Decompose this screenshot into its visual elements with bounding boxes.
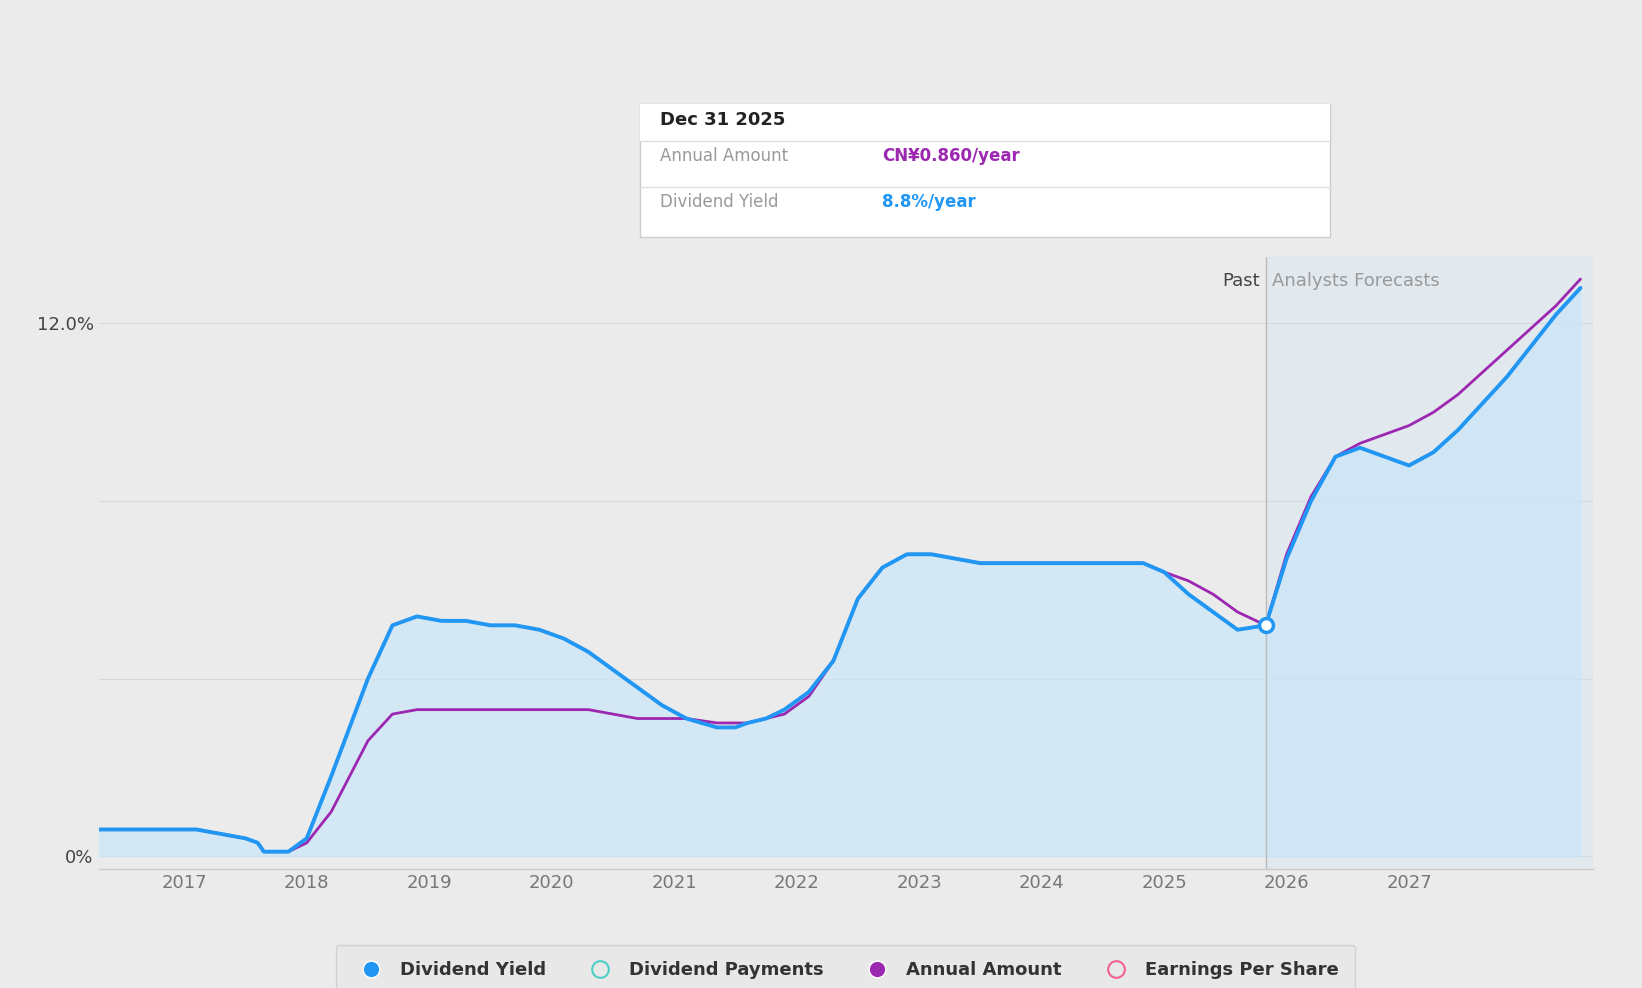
Text: Annual Amount: Annual Amount <box>660 147 788 165</box>
Bar <box>1266 257 1593 869</box>
Text: Dec 31 2025: Dec 31 2025 <box>660 111 785 128</box>
Text: Dividend Yield: Dividend Yield <box>660 193 778 210</box>
Text: Analysts Forecasts: Analysts Forecasts <box>1273 272 1440 289</box>
Text: Past: Past <box>1222 272 1259 289</box>
Text: 8.8%/year: 8.8%/year <box>882 193 975 210</box>
Legend: Dividend Yield, Dividend Payments, Annual Amount, Earnings Per Share: Dividend Yield, Dividend Payments, Annua… <box>337 945 1355 988</box>
Text: CN¥0.860/year: CN¥0.860/year <box>882 147 1020 165</box>
